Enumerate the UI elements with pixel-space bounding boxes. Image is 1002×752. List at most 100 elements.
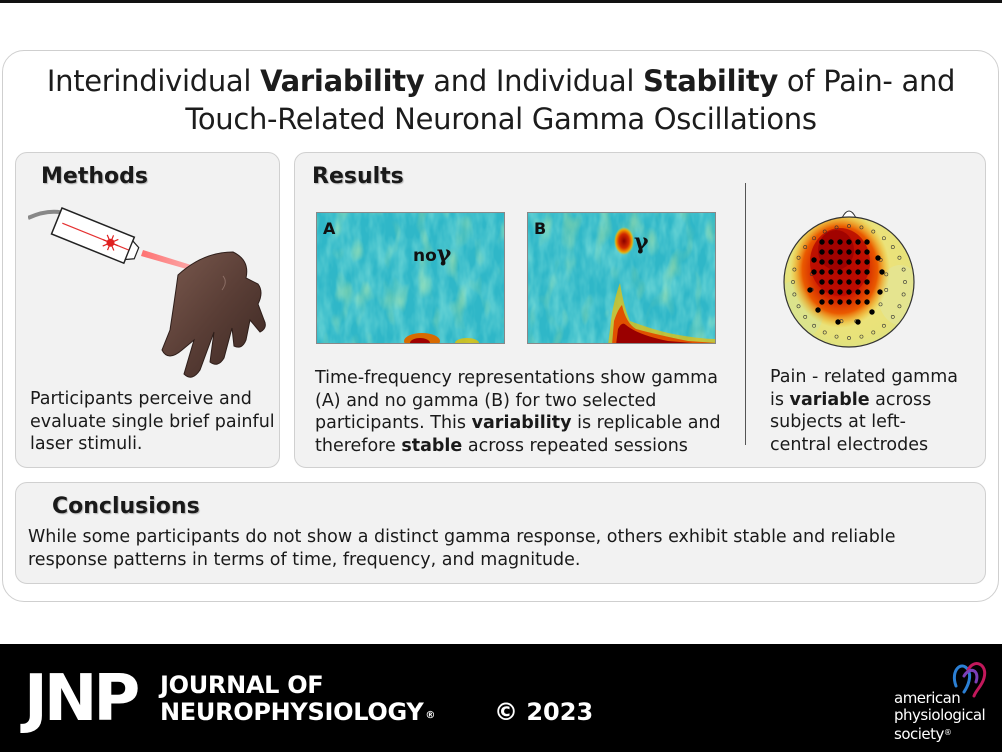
electrode-significant [877,289,883,295]
electrode-inactive [834,225,839,230]
topography-text: Pain - related gamma is variable across … [770,367,958,455]
electrode-inactive [859,334,864,339]
electrode-inactive [796,255,801,260]
electrode-inactive [897,304,902,309]
aps-name: american physiological society® [894,689,986,743]
head-outline [783,216,915,348]
electrode-significant [846,239,852,245]
electrode-inactive [871,330,876,335]
electrode-significant [828,249,834,255]
electrode-significant [837,289,843,295]
tfr-panel-a: A noγ [316,212,505,344]
electrode-significant [864,239,870,245]
jnp-logo: JNP [24,662,140,736]
electrode-significant [869,309,875,315]
electrode-significant [819,249,825,255]
methods-heading: Methods [41,164,148,189]
electrode-significant [815,307,821,313]
electrode-inactive [847,336,851,340]
electrode-significant [864,269,870,275]
tfr-a-heatmap [317,213,504,343]
electrode-inactive [882,236,886,241]
electrode-significant [828,299,834,305]
electrode-significant [855,299,861,305]
laser-device [50,207,140,265]
scalp-topography [783,210,915,348]
electrode-inactive [822,229,827,234]
electrode-significant [864,299,870,305]
conclusions-heading: Conclusions [52,494,200,519]
electrode-inactive [890,315,895,319]
electrode-significant [837,249,843,255]
electrode-inactive [903,280,907,284]
electrode-inactive [834,334,839,339]
results-divider [745,183,746,445]
electrode-grid [791,224,907,340]
footer-bar [0,644,1002,752]
electrode-significant [837,279,843,285]
electrode-significant [819,269,825,275]
electrode-significant [846,269,852,275]
electrode-inactive [897,255,902,260]
electrode-significant [819,239,825,245]
electrode-significant [846,259,852,265]
electrode-significant [864,289,870,295]
electrode-inactive [792,267,797,272]
title-line-1: Interindividual Variability and Individu… [46,64,956,98]
methods-text: Participants perceive and evaluate singl… [30,389,275,454]
nose-marker [841,210,857,219]
electrode-inactive [884,272,889,277]
top-rule [0,0,1002,3]
electrode-significant [855,269,861,275]
electrode-significant [855,259,861,265]
gamma-label: γ [634,229,649,255]
electrode-significant [828,259,834,265]
electrode-inactive [901,292,906,297]
tfr-b-letter: B [534,219,547,238]
electrode-significant [837,239,843,245]
electrode-significant [855,239,861,245]
electrode-inactive [878,302,883,307]
electrode-inactive [812,236,816,241]
electrode-significant [837,259,843,265]
copyright-year: © 2023 [494,698,594,726]
results-text: Time-frequency representations show gamm… [315,368,721,456]
conclusions-panel [15,482,986,584]
electrode-inactive [871,229,876,234]
electrode-significant [855,289,861,295]
electrode-inactive [792,292,797,297]
electrode-significant [835,319,841,325]
electrode-significant [828,269,834,275]
tfr-a-letter: A [323,219,336,238]
electrode-significant [819,279,825,285]
electrode-inactive [822,330,827,335]
electrode-significant [828,239,834,245]
tfr-b-heatmap [528,213,715,343]
electrode-significant [855,249,861,255]
electrode-significant [811,257,817,263]
electrode-inactive [890,245,895,249]
journal-name: JOURNAL OF NEUROPHYSIOLOGY ® [160,671,436,726]
electrode-inactive [791,280,795,284]
electrode-significant [837,299,843,305]
electrode-significant [846,299,852,305]
conclusions-text: While some participants do not show a di… [28,527,896,570]
electrode-inactive [803,315,808,319]
electrode-significant [819,289,825,295]
electrode-inactive [796,304,801,309]
electrode-inactive [882,323,886,328]
page-title: Interindividual Variability and Individu… [0,62,1002,138]
electrode-significant [864,279,870,285]
electrode-significant [864,249,870,255]
electrode-inactive [812,323,816,328]
electrode-inactive [859,225,864,230]
electrode-significant [879,269,885,275]
electrode-significant [846,249,852,255]
tfr-panel-b: B γ [527,212,716,344]
aps-logo-icon [953,662,987,698]
electrode-significant [828,279,834,285]
electrode-significant [864,259,870,265]
no-gamma-label: noγ [413,241,452,267]
laser-hand-illustration [28,207,266,378]
electrode-significant [855,319,861,325]
